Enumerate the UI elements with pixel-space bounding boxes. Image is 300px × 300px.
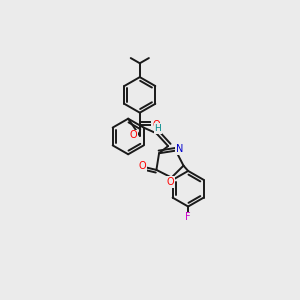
Text: O: O	[130, 130, 138, 140]
Text: O: O	[138, 161, 146, 171]
Text: H: H	[154, 124, 161, 133]
Text: O: O	[152, 120, 160, 130]
Text: O: O	[167, 177, 174, 187]
Text: F: F	[185, 212, 191, 222]
Text: N: N	[176, 144, 183, 154]
